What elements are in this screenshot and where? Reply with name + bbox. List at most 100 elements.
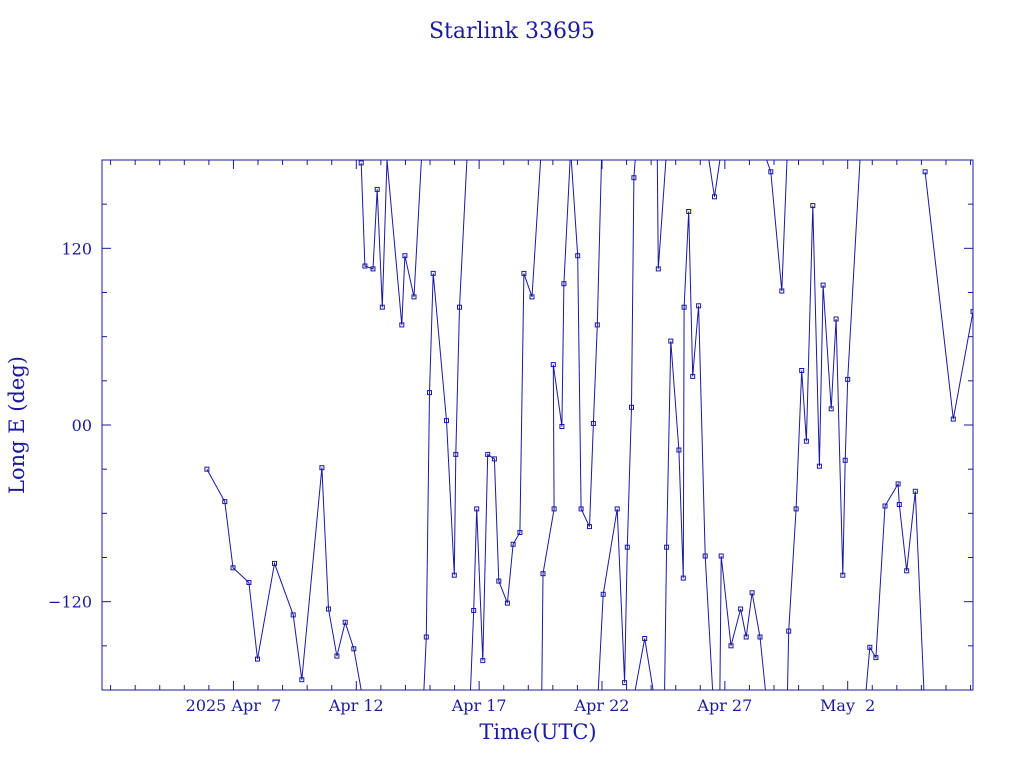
series-line-segment	[924, 171, 973, 420]
data-point-marker	[810, 203, 816, 209]
data-point-marker	[873, 655, 879, 661]
data-point-marker	[757, 634, 763, 640]
x-tick-label: Apr 12	[328, 696, 384, 715]
data-point-marker	[444, 418, 449, 424]
series-line-segment	[708, 160, 721, 197]
data-point-marker	[833, 316, 839, 322]
data-point-marker	[690, 373, 696, 379]
data-point-marker	[950, 416, 956, 422]
data-point-marker	[474, 506, 480, 512]
data-point-marker	[370, 266, 376, 272]
series-line-segment	[634, 638, 654, 690]
data-point-marker	[529, 294, 535, 300]
series-line-segment	[865, 482, 925, 690]
data-point-marker	[453, 451, 459, 457]
data-point-marker	[594, 322, 600, 328]
data-point-marker	[820, 282, 826, 288]
data-point-marker	[779, 288, 785, 294]
data-point-marker	[362, 263, 368, 269]
data-point-marker	[786, 628, 792, 634]
data-point-marker	[222, 499, 228, 505]
data-point-marker	[642, 636, 648, 641]
data-point-marker	[702, 553, 708, 559]
data-point-marker	[491, 456, 497, 462]
series-line-segment	[206, 467, 362, 690]
data-point-marker	[655, 266, 661, 272]
x-tick-label: Apr 27	[696, 696, 752, 715]
x-tick-label: Apr 22	[574, 696, 630, 715]
data-point-marker	[738, 606, 744, 612]
data-point-marker	[342, 619, 348, 625]
data-point-marker	[622, 680, 628, 686]
data-point-marker	[319, 465, 325, 471]
series-line-segment	[423, 160, 468, 690]
data-point-marker	[970, 309, 973, 315]
data-point-marker	[696, 303, 702, 309]
data-point-marker	[718, 553, 724, 559]
data-point-marker	[867, 644, 873, 650]
plot-frame	[101, 159, 974, 691]
data-point-marker	[255, 656, 260, 662]
data-point-marker	[471, 608, 477, 613]
data-point-marker	[842, 457, 848, 463]
series-line-segment	[360, 160, 422, 325]
data-point-marker	[840, 572, 846, 578]
data-point-marker	[480, 658, 486, 664]
data-point-marker	[561, 281, 567, 287]
data-point-marker	[246, 580, 252, 585]
data-point-marker	[896, 502, 902, 507]
data-point-marker	[668, 338, 674, 344]
data-point-marker	[351, 646, 357, 652]
data-point-marker	[578, 506, 584, 512]
data-point-marker	[803, 438, 809, 444]
data-point-marker	[712, 194, 717, 200]
data-point-marker	[399, 322, 405, 328]
data-point-marker	[614, 506, 620, 512]
data-point-marker	[681, 304, 687, 310]
series-line-segment	[570, 160, 602, 527]
data-point-marker	[402, 253, 408, 259]
series-line-segment	[597, 160, 636, 690]
data-point-marker	[496, 578, 502, 584]
data-point-marker	[485, 451, 491, 457]
data-point-marker	[559, 424, 565, 429]
data-point-marker	[749, 590, 755, 596]
tick-layer: 2025 Apr 7 Apr 12 Apr 17 Apr 22 Apr 27 May 2 1…	[48, 160, 973, 715]
x-axis-label: Time(UTC)	[479, 720, 596, 744]
data-point-marker	[828, 406, 834, 412]
data-point-marker	[457, 304, 462, 310]
data-point-marker	[379, 304, 385, 310]
y-tick-label: −120	[48, 593, 92, 612]
series-line-segment	[541, 160, 571, 690]
data-point-marker	[743, 634, 749, 640]
y-tick-label: 00	[72, 416, 92, 435]
data-point-marker	[799, 368, 805, 373]
data-point-marker	[845, 376, 851, 382]
data-point-marker	[664, 544, 670, 550]
series-line-segment	[470, 160, 542, 690]
x-tick-label: Apr 17	[451, 696, 507, 715]
data-point-marker	[290, 612, 296, 618]
data-point-marker	[631, 175, 637, 181]
data-point-marker	[676, 447, 682, 453]
y-axis-label: Long E (deg)	[5, 356, 29, 494]
data-point-marker	[430, 270, 436, 276]
data-point-marker	[504, 600, 510, 606]
data-point-marker	[882, 503, 888, 509]
data-point-marker	[521, 270, 527, 276]
data-point-marker	[793, 506, 799, 512]
y-tick-label: 120	[61, 239, 92, 258]
data-point-marker	[624, 544, 630, 550]
data-point-marker	[358, 160, 364, 166]
data-point-marker	[895, 481, 901, 487]
data-point-marker	[326, 606, 331, 612]
series-layer	[204, 160, 973, 690]
data-point-marker	[816, 463, 822, 469]
x-tick-label: May 2	[820, 696, 875, 715]
data-point-marker	[427, 390, 432, 396]
data-point-marker	[451, 572, 457, 578]
data-point-marker	[629, 404, 634, 410]
chart-title: Starlink 33695	[429, 19, 595, 44]
data-point-marker	[411, 294, 417, 300]
